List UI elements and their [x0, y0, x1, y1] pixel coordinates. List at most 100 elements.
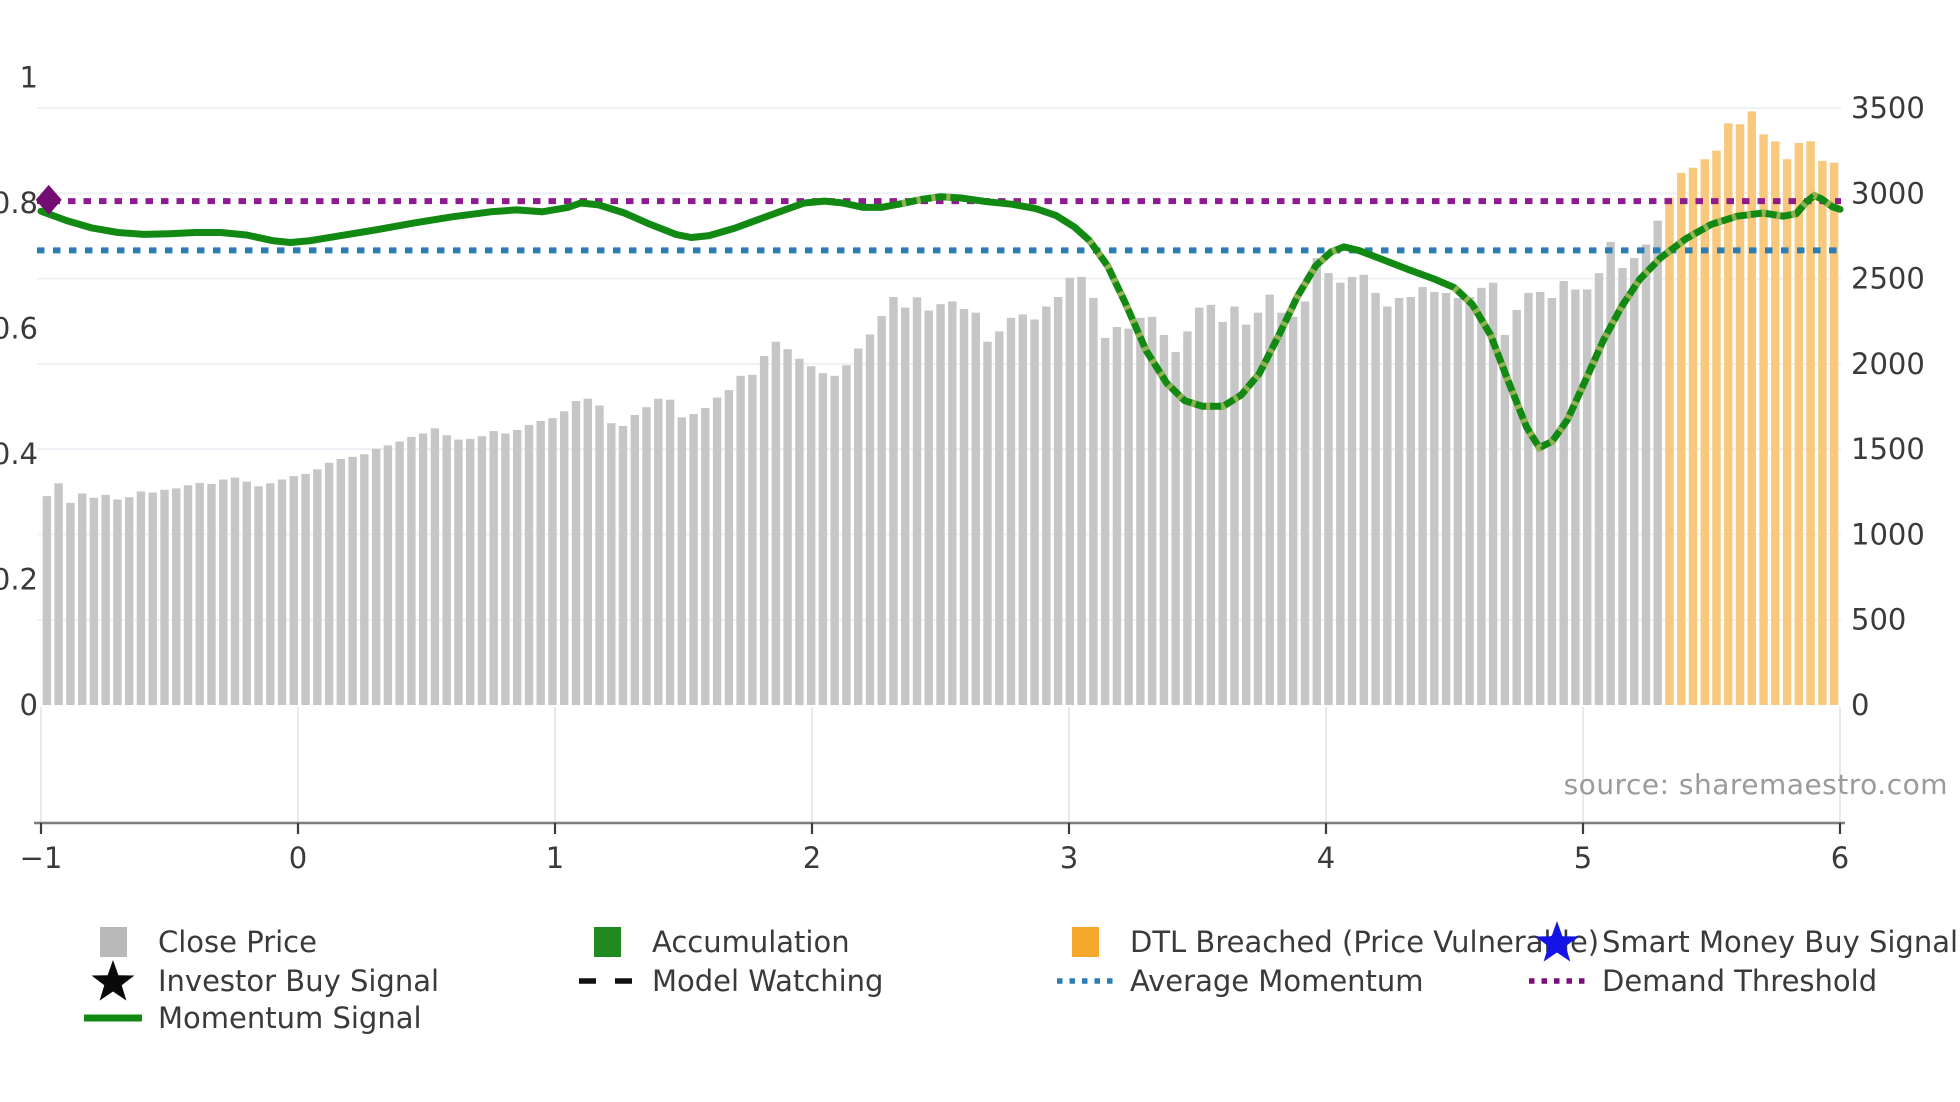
close-price-bar [254, 486, 263, 705]
close-price-bar [430, 428, 440, 705]
close-price-bar [160, 489, 169, 705]
close-price-bar [548, 418, 557, 705]
close-price-bar [1324, 273, 1333, 705]
close-price-bar [1312, 258, 1321, 705]
close-price-bar [936, 304, 945, 705]
close-price-bar [89, 497, 99, 705]
close-price-bar [1488, 282, 1498, 705]
legend-item-average-momentum: Average Momentum [1056, 961, 1424, 1001]
dtl-breached-swatch-icon [1056, 927, 1114, 957]
legend-item-investor-buy: Investor Buy Signal [84, 960, 439, 1001]
close-price-bar [536, 421, 545, 705]
dtl-breached-bar [1712, 150, 1721, 706]
close-price-bar [172, 488, 181, 705]
svg-text:6: 6 [1831, 841, 1849, 875]
close-price-bar [1500, 334, 1510, 705]
dtl-breached-bar [1724, 123, 1733, 705]
legend-item-demand-threshold: Demand Threshold [1528, 961, 1877, 1001]
close-price-bar [1359, 274, 1368, 705]
close-price-bar [1018, 314, 1027, 705]
close-price-bar [1077, 276, 1086, 705]
close-price-bar [630, 415, 639, 705]
close-price-bar [301, 473, 310, 705]
close-price-swatch-icon [84, 927, 142, 957]
close-price-bar [289, 476, 298, 705]
close-price-bar [219, 479, 228, 705]
close-price-bar [407, 436, 416, 705]
close-price-bar [1253, 312, 1263, 705]
close-price-bar [501, 433, 510, 705]
svg-text:2000: 2000 [1851, 347, 1925, 381]
close-price-bar [854, 348, 863, 705]
close-price-bar [1206, 304, 1216, 705]
legend-item-close-price: Close Price [84, 922, 317, 962]
close-price-bar [1418, 287, 1427, 705]
close-price-bar [466, 438, 475, 705]
close-price-bar [324, 462, 334, 705]
close-price-bar [1300, 301, 1310, 705]
close-price-bar [1512, 310, 1521, 705]
close-price-bar [1265, 294, 1274, 705]
blue-dotted-line-icon [1056, 976, 1114, 986]
close-price-bar [395, 441, 404, 705]
x-axis-labels: −1 0 1 2 3 4 5 6 [20, 841, 1850, 875]
close-price-bar [1630, 258, 1639, 705]
close-price-bar [830, 375, 839, 705]
source-note: source: sharemaestro.com [1563, 768, 1948, 801]
dtl-breached-bar [1677, 172, 1686, 706]
legend-item-accumulation: Accumulation [578, 922, 850, 962]
svg-text:1: 1 [546, 841, 564, 875]
legend-label: Demand Threshold [1602, 964, 1878, 998]
close-price-bar [724, 390, 734, 705]
accumulation-segment [1086, 238, 1346, 410]
svg-text:3500: 3500 [1851, 91, 1925, 125]
close-price-bar [230, 477, 240, 705]
close-price-bar [865, 334, 875, 705]
close-price-bar [1089, 298, 1098, 705]
close-price-bar [560, 411, 569, 705]
close-price-bar [1383, 306, 1392, 705]
accumulation-swatch-icon [578, 927, 636, 957]
close-price-bar [771, 341, 781, 705]
close-price-bar [371, 448, 381, 705]
svg-text:0.6: 0.6 [0, 312, 38, 346]
dtl-breached-bar [1735, 124, 1745, 705]
close-price-bar [360, 454, 369, 705]
dtl-breached-bar [1806, 141, 1815, 706]
close-price-bar [759, 356, 769, 705]
close-price-bar [1571, 289, 1580, 705]
close-price-bar [1195, 307, 1204, 705]
close-price-bar [889, 297, 898, 705]
close-price-bar [442, 435, 451, 705]
close-price-bar [1218, 321, 1227, 705]
close-price-bar [1618, 268, 1627, 705]
close-price-bar [1524, 292, 1533, 705]
close-price-bar [136, 491, 146, 705]
close-price-bar [66, 502, 75, 705]
close-price-bar [313, 469, 322, 705]
dtl-breached-bar [1747, 111, 1756, 705]
dtl-breached-bar [1688, 167, 1698, 705]
close-price-bar [877, 316, 886, 705]
close-price-bar [1641, 244, 1651, 705]
close-price-bar [1159, 334, 1169, 705]
close-price-bar [583, 398, 592, 705]
close-price-bar [948, 301, 957, 705]
close-price-bar [524, 424, 534, 705]
close-price-bar [383, 445, 393, 705]
green-line-icon [84, 1013, 142, 1023]
close-price-bar [207, 483, 216, 705]
legend-label: Smart Money Buy Signal [1602, 925, 1959, 959]
close-price-bar [712, 397, 722, 705]
close-price-bar [348, 456, 357, 705]
close-price-bar [1147, 316, 1157, 705]
close-price-bar [1289, 316, 1298, 705]
svg-text:0: 0 [289, 841, 307, 875]
legend-label: Accumulation [652, 925, 850, 959]
close-price-bar [113, 499, 122, 705]
close-price-bar [277, 479, 287, 705]
svg-text:2500: 2500 [1851, 262, 1925, 296]
dtl-breached-bar [1759, 134, 1768, 705]
close-price-bar [1465, 297, 1474, 705]
